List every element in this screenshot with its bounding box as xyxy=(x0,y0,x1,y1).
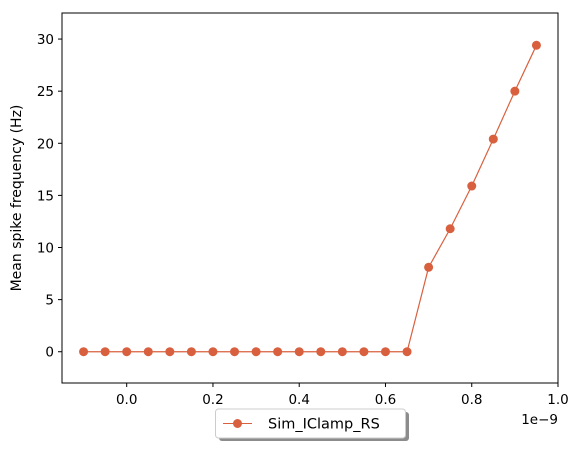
data-point xyxy=(165,347,175,357)
data-point xyxy=(402,347,412,357)
data-point xyxy=(359,347,369,357)
data-point xyxy=(100,347,110,357)
plot-area xyxy=(79,40,541,357)
data-point xyxy=(467,181,477,191)
data-point xyxy=(380,347,390,357)
data-point xyxy=(143,347,153,357)
data-point xyxy=(445,224,455,234)
y-tick-label: 20 xyxy=(37,136,54,152)
y-tick-label: 10 xyxy=(37,241,54,257)
y-axis-ticks: 0 5 10 15 20 25 30 xyxy=(37,32,62,361)
legend-entry-label: Sim_IClamp_RS xyxy=(268,417,380,433)
legend: Sim_IClamp_RS xyxy=(215,408,409,441)
data-point xyxy=(294,347,304,357)
y-axis-label: Mean spike frequency (Hz) xyxy=(9,105,25,292)
axes-frame xyxy=(61,12,559,384)
data-point xyxy=(208,347,218,357)
x-axis-offset-label: 1e−9 xyxy=(521,412,558,428)
data-point xyxy=(488,134,498,144)
y-tick-label: 30 xyxy=(37,32,54,48)
x-tick-label: 0.0 xyxy=(116,392,137,408)
data-point xyxy=(273,347,283,357)
data-point xyxy=(122,347,132,357)
data-point xyxy=(510,86,520,96)
x-tick-label: 0.8 xyxy=(461,392,482,408)
data-point xyxy=(230,347,240,357)
x-tick-label: 0.6 xyxy=(375,392,396,408)
y-tick-label: 15 xyxy=(37,188,54,204)
y-tick-label: 25 xyxy=(37,84,54,100)
y-tick-label: 0 xyxy=(45,345,54,361)
data-point xyxy=(337,347,347,357)
series-line xyxy=(83,45,537,353)
data-point xyxy=(424,262,434,272)
data-point xyxy=(316,347,326,357)
legend-box xyxy=(215,408,406,439)
data-point xyxy=(186,347,196,357)
data-point xyxy=(251,347,261,357)
data-point xyxy=(79,347,89,357)
x-axis-ticks: 0.0 0.2 0.4 0.6 0.8 1.0 xyxy=(116,383,569,408)
y-tick-label: 5 xyxy=(45,293,54,309)
data-point xyxy=(531,40,541,50)
x-tick-label: 0.2 xyxy=(202,392,223,408)
x-tick-label: 1.0 xyxy=(547,392,568,408)
legend-marker-circle-icon xyxy=(233,419,242,428)
x-tick-label: 0.4 xyxy=(288,392,309,408)
